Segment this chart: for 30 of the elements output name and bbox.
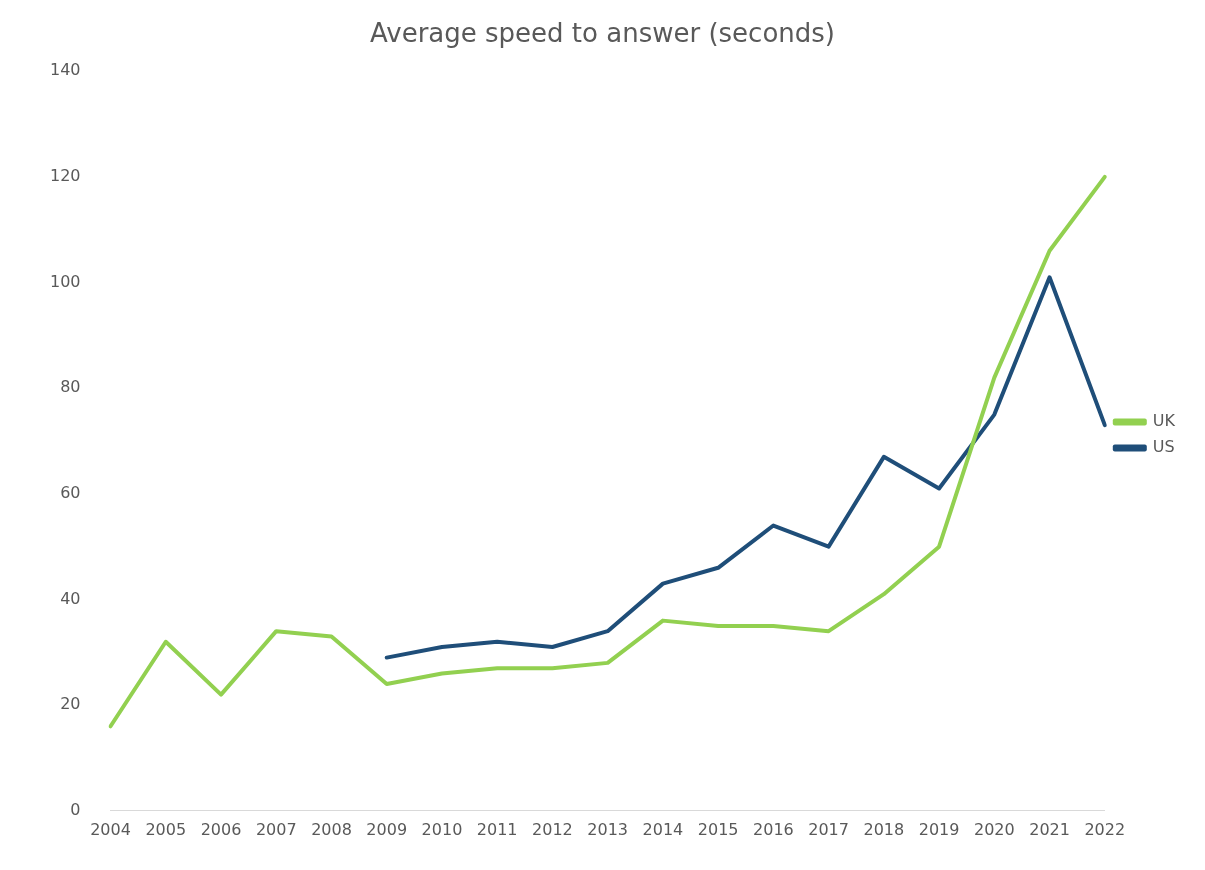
x-tick-label: 2022 <box>1084 819 1126 839</box>
x-tick-label: 2013 <box>587 819 629 839</box>
y-tick-label: 0 <box>70 799 81 819</box>
x-tick-label: 2004 <box>90 819 131 839</box>
legend-label: UK <box>1152 411 1176 431</box>
y-tick-label: 20 <box>60 694 81 714</box>
legend-label: US <box>1152 437 1175 457</box>
x-tick-label: 2007 <box>255 819 297 839</box>
y-tick-label: 120 <box>49 166 81 186</box>
x-tick-label: 2012 <box>532 819 573 839</box>
x-tick-label: 2014 <box>642 819 684 839</box>
x-tick-label: 2017 <box>808 819 849 839</box>
x-tick-label: 2016 <box>753 819 794 839</box>
x-tick-label: 2021 <box>1029 819 1070 839</box>
y-tick-label: 100 <box>49 271 81 291</box>
x-tick-label: 2011 <box>476 819 518 839</box>
y-tick-label: 60 <box>60 482 81 502</box>
x-tick-label: 2008 <box>311 819 352 839</box>
x-tick-label: 2009 <box>366 819 408 839</box>
x-tick-label: 2018 <box>863 819 905 839</box>
x-tick-label: 2015 <box>697 819 739 839</box>
x-tick-label: 2005 <box>145 819 187 839</box>
x-tick-label: 2019 <box>918 819 960 839</box>
x-tick-label: 2020 <box>973 819 1015 839</box>
x-tick-label: 2006 <box>200 819 242 839</box>
y-tick-label: 80 <box>60 377 81 397</box>
x-tick-label: 2010 <box>421 819 463 839</box>
y-tick-label: 140 <box>49 60 81 80</box>
y-tick-label: 40 <box>60 588 81 608</box>
chart-title: Average speed to answer (seconds) <box>370 18 835 49</box>
